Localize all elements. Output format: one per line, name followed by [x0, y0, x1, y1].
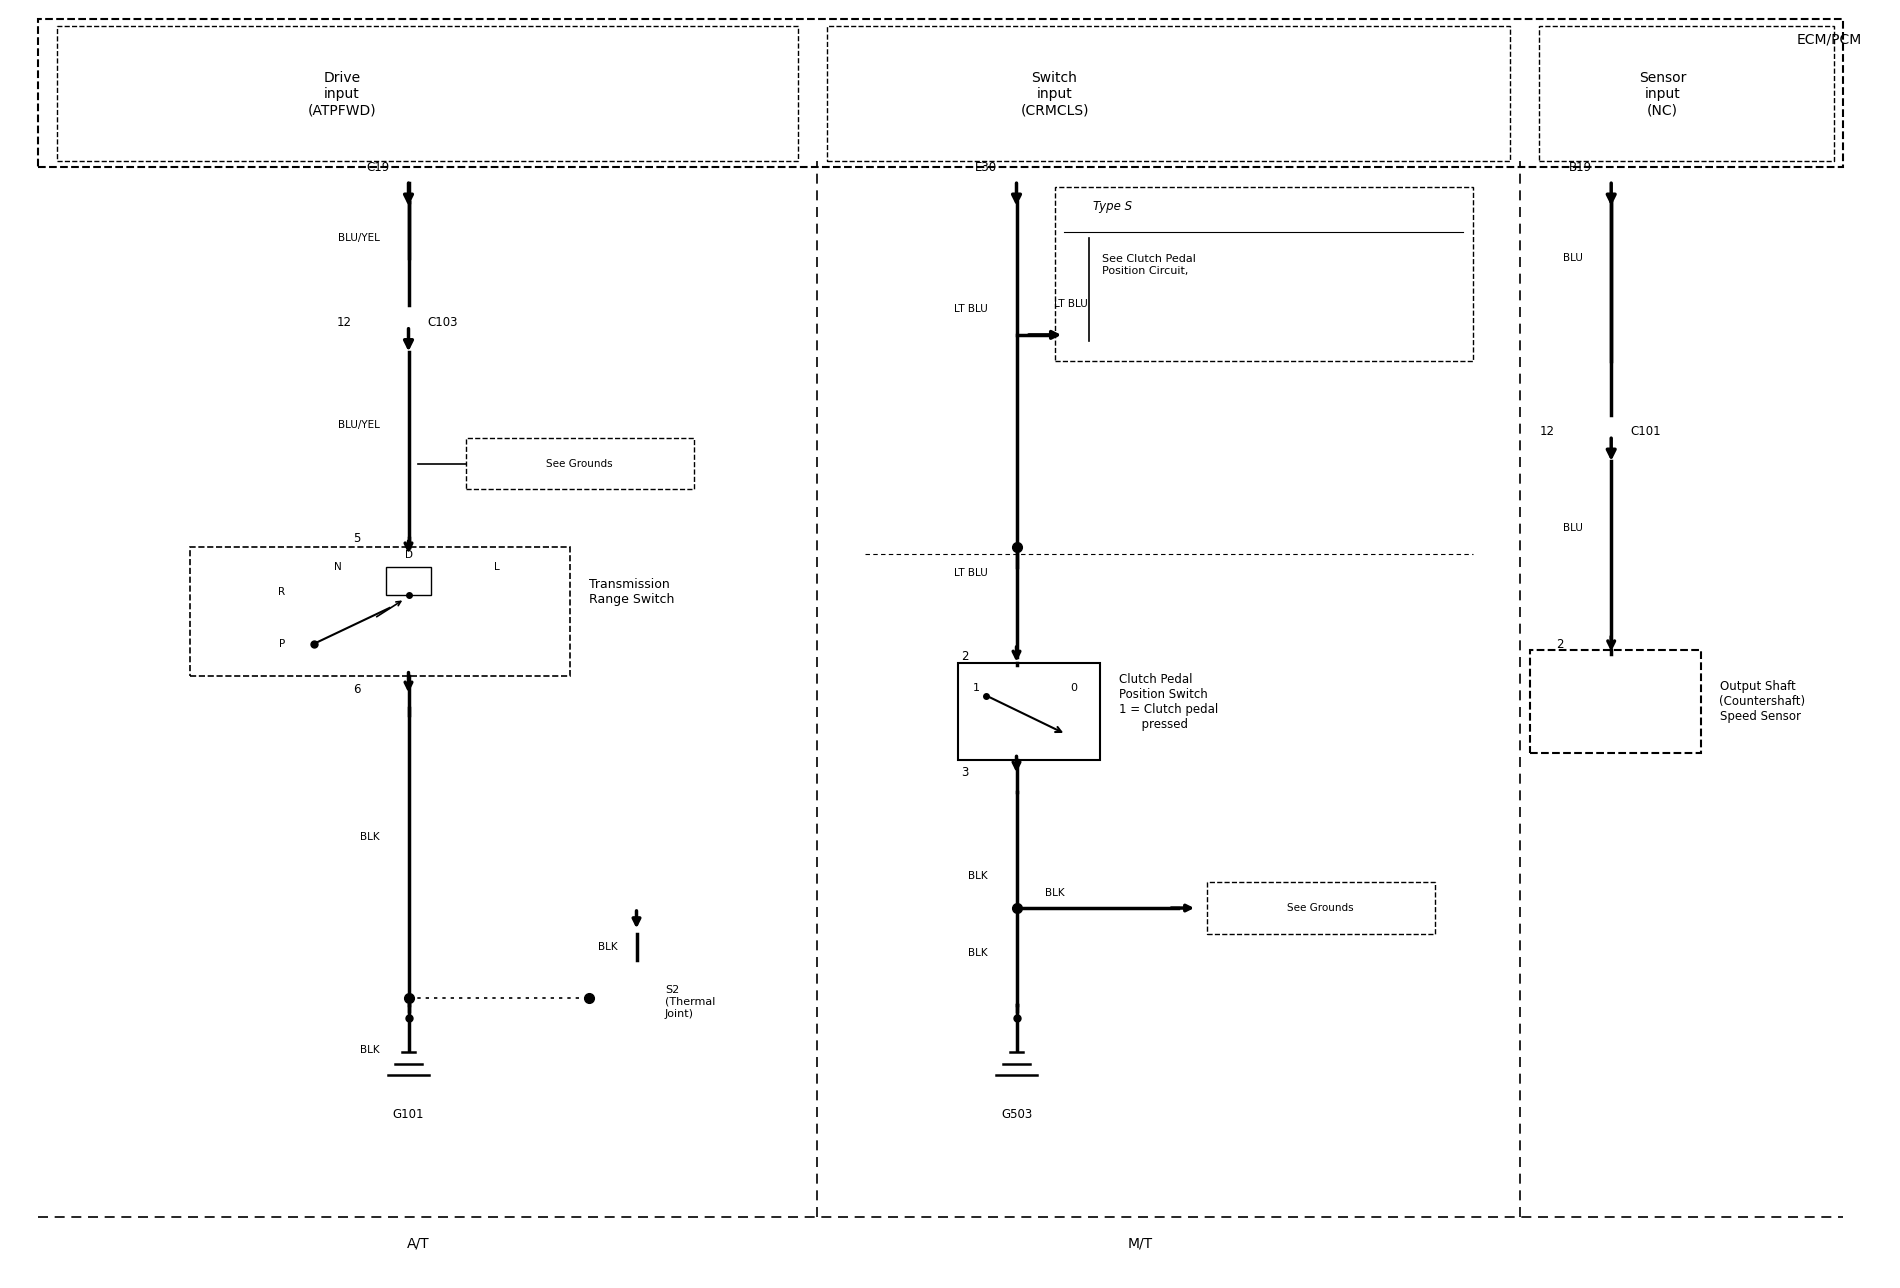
- Text: Switch
input
(CRMCLS): Switch input (CRMCLS): [1020, 71, 1089, 117]
- Bar: [1530, 650, 1700, 753]
- Text: Drive
input
(ATPFWD): Drive input (ATPFWD): [308, 71, 376, 117]
- Text: BLK: BLK: [598, 942, 618, 952]
- Text: LT BLU: LT BLU: [954, 304, 988, 314]
- Text: See Grounds: See Grounds: [545, 459, 614, 469]
- Text: LT BLU: LT BLU: [954, 568, 988, 578]
- Text: A/T: A/T: [407, 1236, 429, 1251]
- Text: 5: 5: [353, 532, 361, 545]
- Text: Output Shaft
(Countershaft)
Speed Sensor: Output Shaft (Countershaft) Speed Sensor: [1720, 680, 1805, 724]
- Text: N: N: [334, 562, 342, 572]
- Text: D: D: [405, 550, 412, 560]
- Text: ECM/PCM: ECM/PCM: [1797, 32, 1862, 46]
- Text: G101: G101: [393, 1108, 424, 1121]
- Text: C103: C103: [428, 316, 458, 328]
- Text: Transmission
Range Switch: Transmission Range Switch: [589, 578, 674, 607]
- Text: C19: C19: [367, 161, 389, 174]
- Text: 12: 12: [336, 316, 351, 328]
- Text: Type S: Type S: [1092, 200, 1132, 213]
- Text: 2: 2: [961, 650, 969, 663]
- Text: BLK: BLK: [361, 1045, 380, 1055]
- Text: BLK: BLK: [969, 948, 988, 958]
- Text: 6: 6: [353, 683, 361, 696]
- Text: C101: C101: [1630, 425, 1661, 438]
- Bar: [958, 663, 1100, 760]
- Text: LT BLU: LT BLU: [1054, 299, 1089, 309]
- Text: E30: E30: [975, 161, 998, 174]
- Text: L: L: [494, 562, 500, 572]
- Text: BLU: BLU: [1564, 523, 1583, 533]
- Bar: [386, 567, 431, 595]
- Text: BLU/YEL: BLU/YEL: [338, 233, 380, 243]
- Text: Clutch Pedal
Position Switch
1 = Clutch pedal
      pressed: Clutch Pedal Position Switch 1 = Clutch …: [1119, 672, 1218, 732]
- Text: 0: 0: [1070, 683, 1077, 693]
- Text: BLU/YEL: BLU/YEL: [338, 420, 380, 430]
- Text: R: R: [277, 587, 285, 598]
- Text: See Grounds: See Grounds: [1286, 903, 1355, 913]
- Text: M/T: M/T: [1127, 1236, 1153, 1251]
- Text: BLK: BLK: [969, 871, 988, 881]
- Text: S2
(Thermal
Joint): S2 (Thermal Joint): [665, 985, 716, 1019]
- Text: Sensor
input
(NC): Sensor input (NC): [1640, 71, 1685, 117]
- Text: BLU: BLU: [1564, 252, 1583, 263]
- Text: P: P: [279, 639, 285, 649]
- Text: 2: 2: [1556, 638, 1564, 650]
- Text: B19: B19: [1569, 161, 1592, 174]
- Text: 12: 12: [1539, 425, 1554, 438]
- Text: 1: 1: [973, 683, 980, 693]
- Text: BLK: BLK: [361, 832, 380, 842]
- Text: BLK: BLK: [1045, 887, 1064, 898]
- Text: See Clutch Pedal
Position Circuit,: See Clutch Pedal Position Circuit,: [1102, 254, 1195, 276]
- Text: 3: 3: [961, 766, 969, 779]
- Text: G503: G503: [1001, 1108, 1032, 1121]
